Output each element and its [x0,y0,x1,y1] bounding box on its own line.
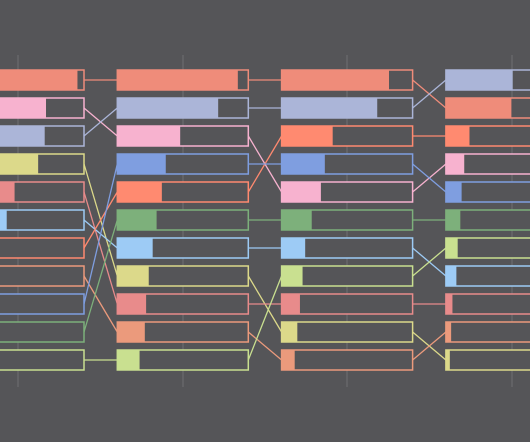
bar [117,322,145,342]
bar [445,70,513,90]
connector [412,79,447,109]
bar [445,294,453,314]
bar [0,182,15,202]
connector [247,331,283,361]
bar [281,294,300,314]
connector [83,191,118,305]
bar [281,70,390,90]
bar [117,294,147,314]
bar [117,98,219,118]
bar [117,126,181,146]
bar [117,70,238,90]
bar-track [0,349,85,371]
bar [445,266,457,286]
bar-track [445,293,530,315]
bar [281,210,312,230]
bar-track [0,237,85,259]
connector [412,247,447,277]
bar [445,182,462,202]
bar-track [0,265,85,287]
bar-track [445,237,530,259]
bar [0,126,45,146]
bar [281,322,298,342]
bar-track [445,265,530,287]
bar [281,98,378,118]
bar [445,238,458,258]
bar [445,350,450,370]
bar [117,182,162,202]
connector [412,163,447,193]
bar [445,98,512,118]
connector [83,275,118,333]
bar [117,210,157,230]
bar [281,126,333,146]
bar-track [445,349,530,371]
bar [117,154,166,174]
connector [83,163,118,305]
bar [117,238,153,258]
bar-track [280,321,414,343]
bar [281,182,321,202]
bar [281,350,295,370]
bar [0,70,78,90]
bar [281,238,306,258]
bar-track [0,209,85,231]
bar [281,266,303,286]
bar [117,266,149,286]
bar [445,210,461,230]
bar [0,154,39,174]
bar-track [445,321,530,343]
connector [83,191,118,249]
bar-track [0,293,85,315]
connector [412,331,447,361]
bar [281,154,325,174]
bar [0,210,7,230]
bar [117,350,140,370]
connector [247,275,283,361]
connector [83,219,118,333]
bar [445,322,452,342]
bar-track [0,321,85,343]
bar-track [280,349,414,371]
bar [445,154,465,174]
bar [445,126,470,146]
bar-track [0,181,85,203]
bar-track [280,293,414,315]
bar [0,98,47,118]
connector [83,107,118,137]
